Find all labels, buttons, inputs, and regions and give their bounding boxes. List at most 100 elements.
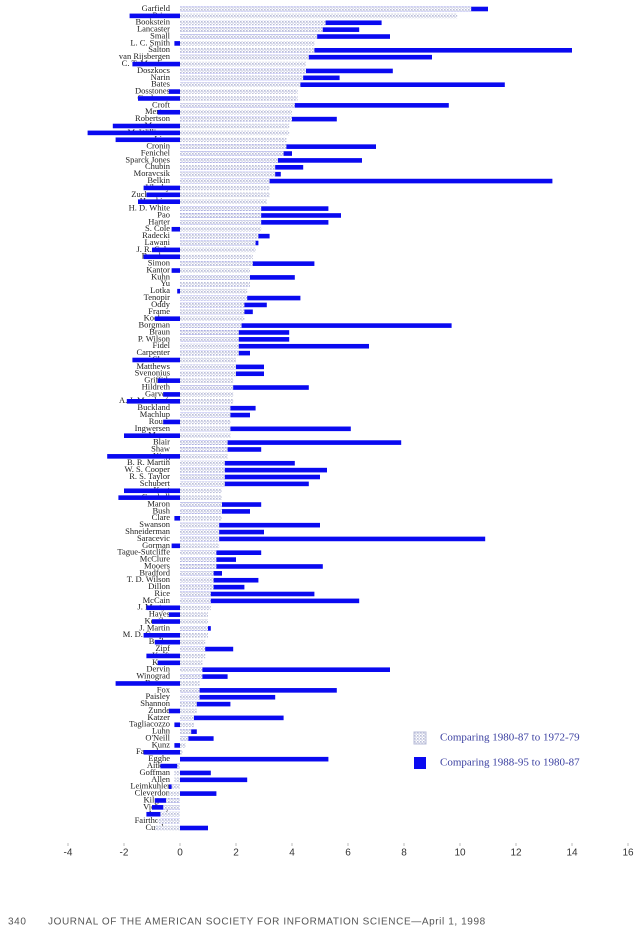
bar xyxy=(143,632,180,638)
bar xyxy=(180,419,231,425)
bar xyxy=(180,164,276,170)
bar xyxy=(180,343,239,349)
category-label: Simon xyxy=(148,258,171,268)
bar xyxy=(180,688,337,693)
category-label: Kunz xyxy=(152,739,171,749)
category-label: Lancaster xyxy=(137,24,170,34)
bar xyxy=(180,61,306,67)
category-label: Kuhn xyxy=(151,271,171,281)
category-label: Gorman xyxy=(142,540,171,550)
bar xyxy=(180,522,220,528)
bar xyxy=(143,749,180,755)
bar xyxy=(180,343,369,349)
bar xyxy=(138,96,180,101)
x-tick-label: -4 xyxy=(64,848,73,859)
category-label: Aitken xyxy=(147,760,171,770)
bar xyxy=(143,185,180,191)
category-label: Radecki xyxy=(142,230,170,240)
category-label: Mooers xyxy=(144,560,170,570)
category-label: Garfield xyxy=(142,3,171,13)
bar xyxy=(180,426,231,432)
bar xyxy=(115,681,180,686)
bar xyxy=(180,571,214,576)
bar xyxy=(180,254,253,260)
bar xyxy=(180,791,217,796)
x-tick-label: 8 xyxy=(401,848,407,859)
bar xyxy=(180,295,248,301)
category-label: Ingwersen xyxy=(135,423,171,433)
bar xyxy=(180,178,270,184)
bar xyxy=(180,109,292,115)
category-label: Kantor xyxy=(146,264,170,274)
category-label: Doszkocs xyxy=(137,65,170,75)
category-label: Svenonius xyxy=(135,368,170,378)
category-label: Small xyxy=(150,30,170,40)
category-label: Rouse xyxy=(149,416,170,426)
bar xyxy=(154,316,180,322)
category-label: Harter xyxy=(148,216,170,226)
bar xyxy=(180,536,486,542)
bar xyxy=(163,419,180,425)
bar xyxy=(180,736,189,741)
bar xyxy=(180,178,553,184)
category-label: Shannon xyxy=(140,698,171,708)
bar xyxy=(180,474,320,480)
bar xyxy=(180,158,278,163)
bar xyxy=(180,199,267,205)
bar xyxy=(118,495,180,500)
bar xyxy=(177,288,180,294)
category-label: H. D. White xyxy=(129,203,171,213)
category-label: Zunde xyxy=(148,705,170,715)
page-number: 340 xyxy=(8,917,27,928)
bar xyxy=(180,357,236,363)
bar xyxy=(180,82,301,88)
bar xyxy=(152,619,180,624)
category-label: Braun xyxy=(149,326,171,336)
bar xyxy=(180,426,351,432)
bar xyxy=(180,701,197,707)
bar xyxy=(166,798,180,803)
legend-swatch xyxy=(413,731,427,745)
bar xyxy=(180,54,309,60)
bar xyxy=(180,302,245,308)
bar xyxy=(174,41,180,46)
category-label: Fidel xyxy=(153,340,171,350)
bar xyxy=(126,398,180,404)
category-label: Clare xyxy=(152,512,171,522)
bar xyxy=(146,605,180,611)
category-label: Moravcsik xyxy=(134,168,171,178)
category-label: Griffith xyxy=(144,375,171,385)
bar xyxy=(180,130,290,136)
bar xyxy=(171,268,180,273)
category-label: T. D. Wilson xyxy=(127,574,171,584)
category-label: Pao xyxy=(157,209,170,219)
bar xyxy=(180,309,245,315)
category-label: Cleverdon xyxy=(135,788,171,798)
bar xyxy=(180,515,222,521)
category-label: O'Neill xyxy=(145,732,170,742)
bar xyxy=(180,220,262,225)
bar xyxy=(146,653,180,659)
legend-label: Comparing 1988-95 to 1980-87 xyxy=(440,757,580,769)
bar xyxy=(180,474,225,480)
bar xyxy=(180,247,256,253)
bar xyxy=(115,137,180,143)
bar xyxy=(180,550,217,556)
x-tick-label: 2 xyxy=(233,848,239,859)
bar xyxy=(180,68,306,74)
bar xyxy=(180,708,197,714)
bar xyxy=(180,543,220,549)
category-label: Maron xyxy=(147,498,170,508)
category-label: Machlup xyxy=(140,409,170,419)
bar xyxy=(180,364,236,370)
bar xyxy=(180,756,329,762)
bar xyxy=(177,763,180,769)
category-label: Matthews xyxy=(136,361,170,371)
bar xyxy=(180,34,318,39)
category-label: J. Martin xyxy=(139,622,170,632)
bar xyxy=(180,330,239,335)
category-label: Sparck Jones xyxy=(125,154,170,164)
category-label: Bush xyxy=(153,505,171,515)
bar xyxy=(180,405,231,411)
bar xyxy=(180,378,234,383)
